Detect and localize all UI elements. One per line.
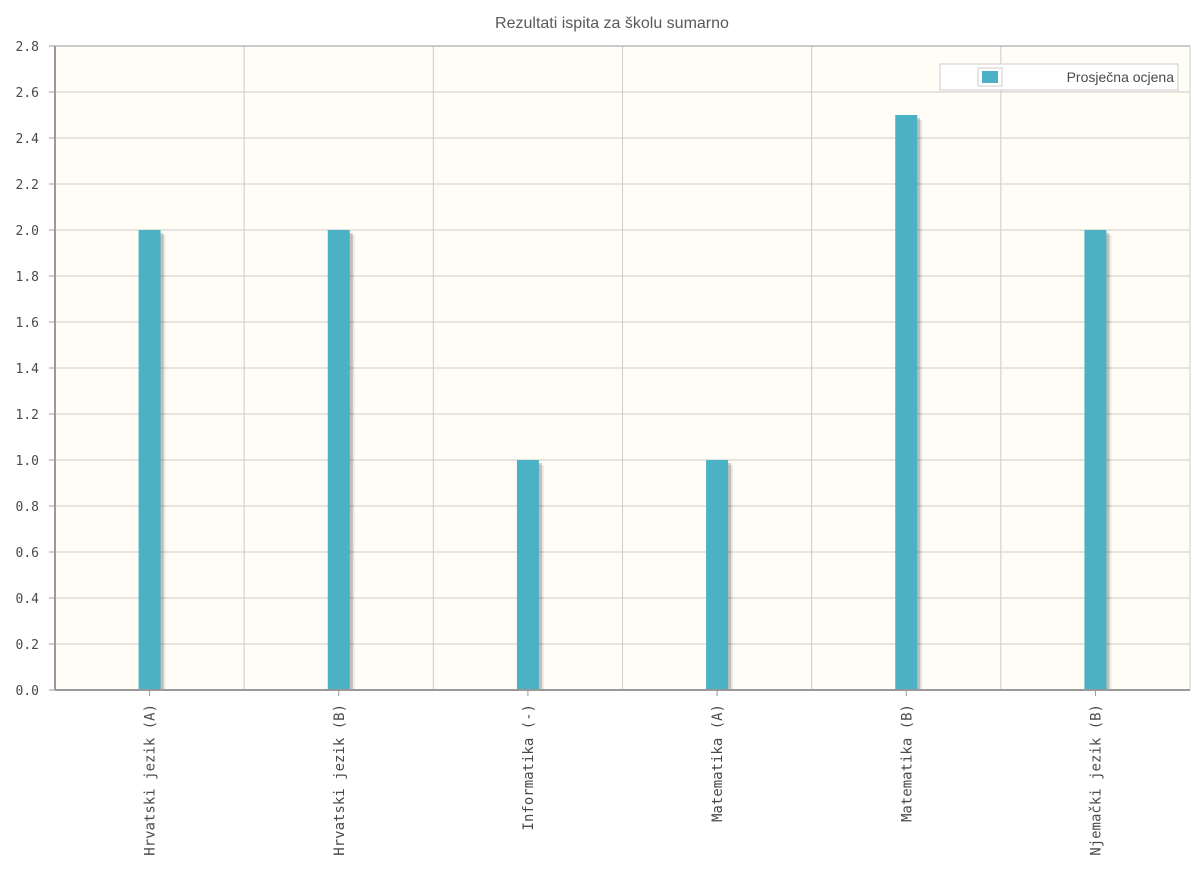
y-tick-label: 2.0 — [16, 224, 39, 239]
y-tick-label: 0.4 — [16, 592, 40, 607]
y-tick-label: 1.0 — [16, 454, 39, 469]
chart-title: Rezultati ispita za školu sumarno — [495, 15, 729, 32]
y-tick-label: 2.4 — [16, 132, 40, 147]
y-tick-label: 1.4 — [16, 362, 40, 377]
bar[interactable] — [1084, 230, 1107, 690]
axes — [49, 45, 1190, 696]
y-tick-label: 0.0 — [16, 684, 39, 699]
y-tick-label: 2.8 — [16, 40, 39, 55]
legend-label: Prosječna ocjena — [1067, 69, 1175, 85]
y-tick-label: 0.2 — [16, 638, 39, 653]
x-tick-label: Njemački jezik (B) — [1088, 704, 1104, 856]
y-tick-label: 1.6 — [16, 316, 39, 331]
bar[interactable] — [706, 460, 729, 690]
bar[interactable] — [327, 230, 350, 690]
x-tick-label: Hrvatski jezik (A) — [143, 704, 159, 856]
bars — [138, 115, 1112, 690]
x-tick-labels: Hrvatski jezik (A) Hrvatski jezik (B) Info… — [143, 704, 1105, 856]
y-tick-label: 1.2 — [16, 408, 39, 423]
y-tick-label: 0.6 — [16, 546, 39, 561]
bar[interactable] — [895, 115, 918, 690]
x-tick-label: Matematika (A) — [710, 704, 726, 822]
y-tick-label: 2.6 — [16, 86, 39, 101]
x-tick-label: Matematika (B) — [899, 704, 915, 822]
y-tick-label: 2.2 — [16, 178, 39, 193]
y-tick-label: 1.8 — [16, 270, 39, 285]
x-tick-label: Informatika (-) — [521, 704, 537, 830]
bar[interactable] — [138, 230, 161, 690]
y-tick-label: 0.8 — [16, 500, 39, 515]
x-tick-label: Hrvatski jezik (B) — [332, 704, 348, 856]
legend: Prosječna ocjena — [939, 63, 1179, 91]
bar[interactable] — [516, 460, 539, 690]
y-tick-labels: 0.0 0.2 0.4 0.6 0.8 1.0 1.2 1.4 1.6 1.8 2.0 2.2 2.4 2… — [16, 40, 40, 699]
legend-swatch — [982, 71, 998, 83]
